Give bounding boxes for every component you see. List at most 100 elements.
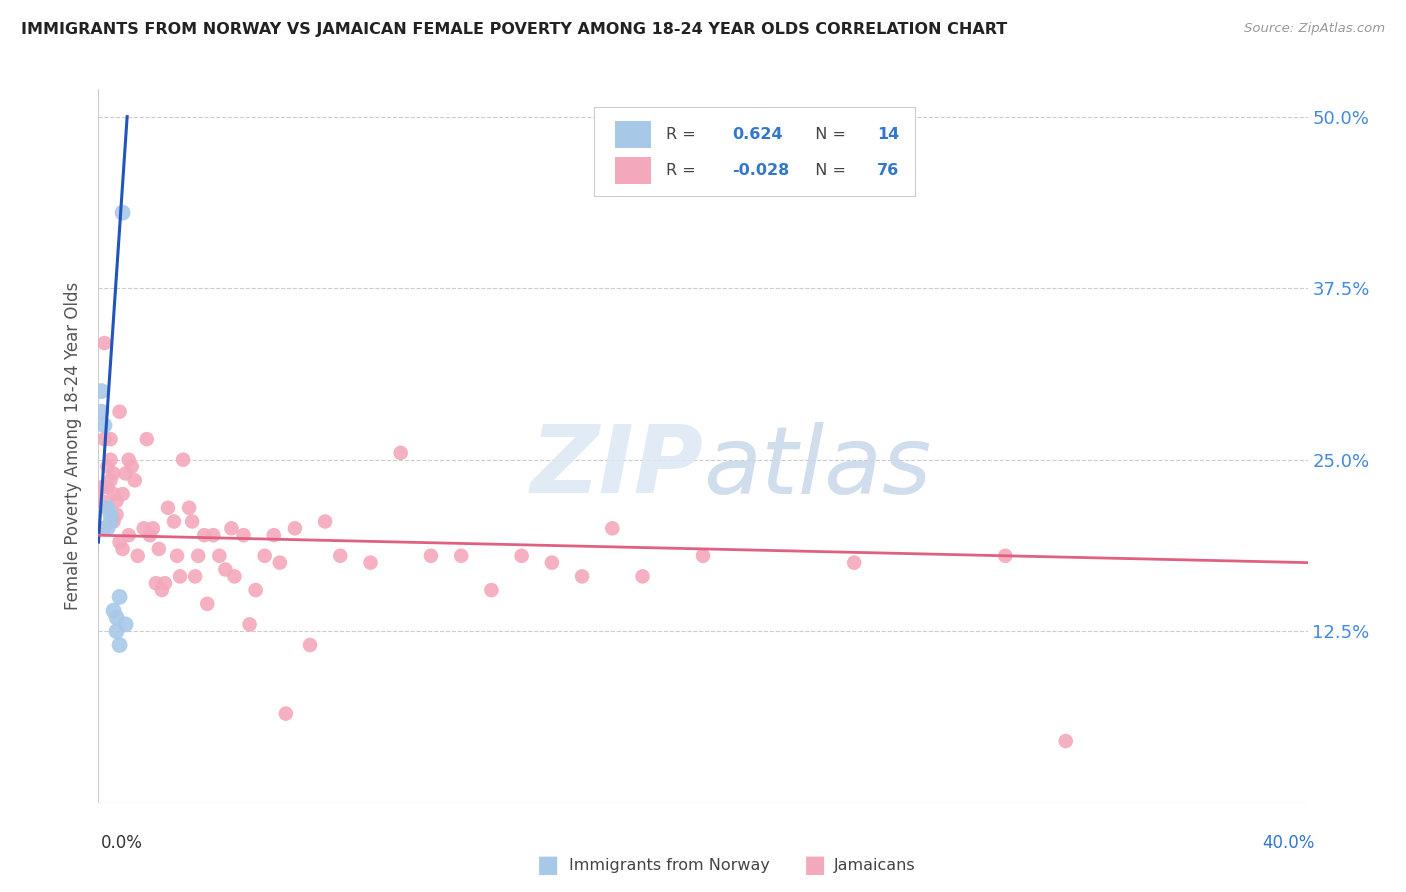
Text: Jamaicans: Jamaicans <box>834 858 915 872</box>
Point <box>90 494 112 508</box>
Point <box>103 467 125 481</box>
Point <box>108 405 131 419</box>
Point <box>844 556 866 570</box>
Point <box>253 549 276 563</box>
Text: 40.0%: 40.0% <box>1263 834 1315 852</box>
Point <box>239 617 262 632</box>
Point <box>114 467 136 481</box>
Point <box>329 549 352 563</box>
Point <box>169 569 191 583</box>
Point <box>274 706 297 721</box>
Point <box>121 459 143 474</box>
Point <box>631 569 654 583</box>
Text: ZIP: ZIP <box>530 421 703 514</box>
Point <box>96 500 118 515</box>
Point <box>284 521 307 535</box>
Point <box>195 597 218 611</box>
Point <box>571 569 593 583</box>
Point <box>481 583 503 598</box>
Point <box>135 432 157 446</box>
Text: N =: N = <box>804 128 851 143</box>
Point <box>96 480 118 494</box>
Point <box>145 576 167 591</box>
Text: ■: ■ <box>537 854 560 877</box>
Point <box>111 205 134 219</box>
Text: R =: R = <box>665 163 700 178</box>
Point <box>93 521 115 535</box>
Point <box>111 487 134 501</box>
Point <box>118 452 141 467</box>
Text: 0.624: 0.624 <box>733 128 783 143</box>
Point <box>187 549 209 563</box>
Point <box>202 528 225 542</box>
FancyBboxPatch shape <box>614 121 651 148</box>
Point <box>166 549 188 563</box>
Point <box>132 521 155 535</box>
Point <box>299 638 322 652</box>
Point <box>105 610 128 624</box>
Point <box>540 556 562 570</box>
Point <box>100 432 122 446</box>
Point <box>148 541 170 556</box>
Point <box>118 528 141 542</box>
Point <box>100 473 122 487</box>
Point <box>139 528 162 542</box>
Point <box>156 500 179 515</box>
Point <box>994 549 1017 563</box>
Text: 14: 14 <box>877 128 900 143</box>
Point <box>114 617 136 632</box>
Point <box>360 556 382 570</box>
Point <box>692 549 714 563</box>
Point <box>108 590 131 604</box>
Point <box>602 521 624 535</box>
Point <box>232 528 254 542</box>
Text: 0.0%: 0.0% <box>101 834 143 852</box>
Point <box>269 556 291 570</box>
Point <box>100 452 122 467</box>
Text: 76: 76 <box>877 163 900 178</box>
Point <box>90 521 112 535</box>
Point <box>103 487 125 501</box>
Point <box>100 508 122 522</box>
Point <box>179 500 201 515</box>
Point <box>153 576 176 591</box>
Point <box>193 528 215 542</box>
Point <box>263 528 285 542</box>
Text: ■: ■ <box>804 854 827 877</box>
Point <box>93 336 115 351</box>
Point <box>96 521 118 535</box>
Point <box>314 515 336 529</box>
Text: Source: ZipAtlas.com: Source: ZipAtlas.com <box>1244 22 1385 36</box>
Text: atlas: atlas <box>703 422 931 513</box>
FancyBboxPatch shape <box>614 157 651 184</box>
Point <box>105 508 128 522</box>
Text: -0.028: -0.028 <box>733 163 789 178</box>
Text: R =: R = <box>665 128 700 143</box>
Text: IMMIGRANTS FROM NORWAY VS JAMAICAN FEMALE POVERTY AMONG 18-24 YEAR OLDS CORRELAT: IMMIGRANTS FROM NORWAY VS JAMAICAN FEMAL… <box>21 22 1007 37</box>
Point <box>221 521 243 535</box>
Point <box>1054 734 1077 748</box>
Point <box>111 541 134 556</box>
FancyBboxPatch shape <box>595 107 915 196</box>
Point <box>108 535 131 549</box>
Point <box>172 452 194 467</box>
Point <box>108 638 131 652</box>
Point <box>93 418 115 433</box>
Y-axis label: Female Poverty Among 18-24 Year Olds: Female Poverty Among 18-24 Year Olds <box>65 282 83 610</box>
Point <box>181 515 204 529</box>
Point <box>142 521 165 535</box>
Point <box>450 549 472 563</box>
Point <box>150 583 173 598</box>
Point <box>105 494 128 508</box>
Text: N =: N = <box>804 163 851 178</box>
Point <box>510 549 533 563</box>
Point <box>127 549 149 563</box>
Point <box>420 549 443 563</box>
Point <box>224 569 246 583</box>
Point <box>214 562 236 576</box>
Text: Immigrants from Norway: Immigrants from Norway <box>569 858 770 872</box>
Point <box>103 604 125 618</box>
Point <box>103 515 125 529</box>
Point <box>96 500 118 515</box>
Point <box>245 583 267 598</box>
